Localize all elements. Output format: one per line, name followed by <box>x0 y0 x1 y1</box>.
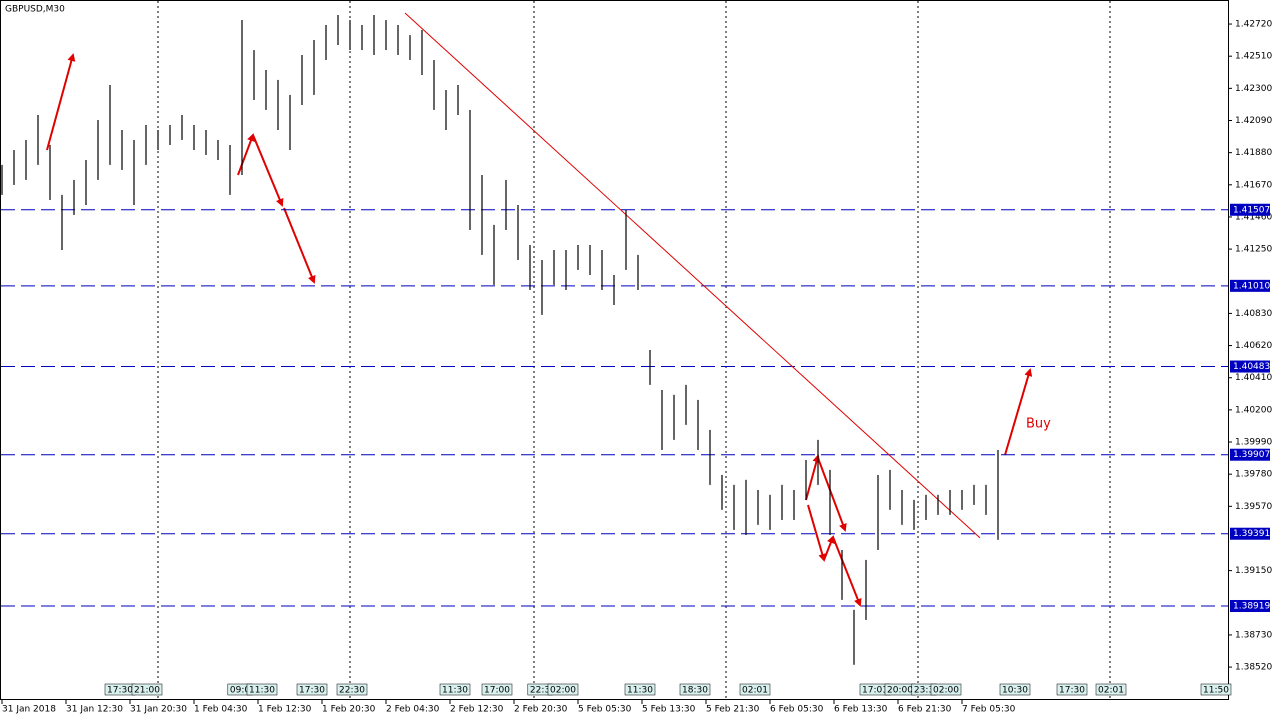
x-tick-label: 2 Feb 20:30 <box>514 705 568 715</box>
y-tick-label: 1.41460 <box>1235 212 1272 222</box>
arrow <box>805 454 821 501</box>
time-marker-box <box>336 683 368 696</box>
y-tick-label: 1.42510 <box>1235 52 1272 62</box>
x-tick-label: 31 Jan 2018 <box>2 705 56 715</box>
time-marker-label: 20:00 <box>887 686 913 696</box>
y-tick-label: 1.40200 <box>1235 405 1272 415</box>
x-tick-label: 7 Feb 05:30 <box>962 705 1016 715</box>
y-tick-label: 1.40620 <box>1235 341 1272 351</box>
time-marker-label: 11:30 <box>249 686 275 696</box>
arrow <box>823 535 835 561</box>
time-marker-box <box>131 683 163 696</box>
level-label-box <box>1230 448 1270 461</box>
time-marker-box <box>739 683 771 696</box>
annotation: Buy <box>1026 417 1051 432</box>
y-tick-label: 1.41880 <box>1235 148 1272 158</box>
time-marker-label: 22:30 <box>339 686 365 696</box>
time-marker-label: 02:01 <box>742 686 768 696</box>
level-label-box <box>1230 527 1270 540</box>
y-tick-label: 1.42090 <box>1235 116 1272 126</box>
time-marker-box <box>481 683 513 696</box>
x-tick-label: 5 Feb 13:30 <box>642 705 696 715</box>
y-tick-label: 1.41670 <box>1235 180 1272 190</box>
time-marker-box <box>930 683 962 696</box>
time-marker-label: 17:00 <box>484 686 510 696</box>
x-tick-label: 1 Feb 12:30 <box>258 705 312 715</box>
y-tick-label: 1.39150 <box>1235 566 1272 576</box>
plot-frame <box>0 0 1229 700</box>
time-marker-box <box>624 683 656 696</box>
arrow <box>817 457 847 532</box>
y-tick-label: 1.42300 <box>1235 84 1272 94</box>
x-tick-label: 5 Feb 05:30 <box>578 705 632 715</box>
day-separators <box>157 1 1111 699</box>
time-marker-box <box>1056 683 1088 696</box>
time-marker-label: 09:0 <box>230 686 250 696</box>
x-tick-label: 6 Feb 21:30 <box>898 705 952 715</box>
arrow <box>283 207 316 284</box>
level-label: 1.38919 <box>1233 601 1270 611</box>
level-label-box <box>1230 203 1270 216</box>
y-tick-label: 1.39570 <box>1235 502 1272 512</box>
x-tick-label: 1 Feb 20:30 <box>322 705 376 715</box>
y-tick-label: 1.39990 <box>1235 438 1272 448</box>
arrow <box>46 53 76 151</box>
x-tick-label: 2 Feb 12:30 <box>450 705 504 715</box>
chart-title: GBPUSD,M30 <box>5 5 65 15</box>
time-marker-box <box>1200 683 1232 696</box>
level-label-box <box>1230 279 1270 292</box>
level-label: 1.39907 <box>1233 450 1270 460</box>
time-marker-label: 17:01 <box>862 686 888 696</box>
time-marker-label: 11:30 <box>627 686 653 696</box>
y-tick-label: 1.41250 <box>1235 245 1272 255</box>
time-marker-box <box>246 683 278 696</box>
x-tick-label: 2 Feb 04:30 <box>386 705 440 715</box>
arrow <box>252 134 284 207</box>
time-marker-label: 10:30 <box>1002 686 1028 696</box>
x-tick-label: 31 Jan 20:30 <box>130 705 187 715</box>
x-tick-label: 6 Feb 13:30 <box>834 705 888 715</box>
time-marker-box <box>999 683 1031 696</box>
y-tick-label: 1.38520 <box>1235 663 1272 673</box>
arrow <box>807 504 827 562</box>
arrows <box>46 53 1033 607</box>
y-tick-label: 1.40410 <box>1235 373 1272 383</box>
time-marker-box <box>439 683 471 696</box>
x-tick-label: 5 Feb 21:30 <box>706 705 760 715</box>
x-tick-label: 6 Feb 05:30 <box>770 705 824 715</box>
trendline <box>404 12 981 539</box>
y-tick-label: 1.42720 <box>1235 20 1272 30</box>
time-marker-box <box>296 683 328 696</box>
time-marker-label: 18:30 <box>682 686 708 696</box>
time-marker-label: 17:30 <box>107 686 133 696</box>
time-marker-label: 11:30 <box>442 686 468 696</box>
time-marker-label: 02:00 <box>933 686 959 696</box>
y-tick-label: 1.40830 <box>1235 309 1272 319</box>
y-tick-label: 1.39780 <box>1235 470 1272 480</box>
level-label: 1.41507 <box>1233 205 1270 215</box>
level-label: 1.39391 <box>1233 529 1270 539</box>
time-marker-box <box>1095 683 1127 696</box>
time-marker-label: 21:00 <box>134 686 160 696</box>
y-tick-label: 1.38730 <box>1235 630 1272 640</box>
x-tick-label: 1 Feb 04:30 <box>194 705 248 715</box>
arrow <box>237 133 255 176</box>
level-label-box <box>1230 360 1270 373</box>
level-label: 1.41010 <box>1233 281 1270 291</box>
time-marker-label: 22:3 <box>530 686 550 696</box>
level-label-box <box>1230 599 1270 612</box>
time-marker-label: 11:50 <box>1203 686 1229 696</box>
arrow <box>832 536 862 607</box>
time-marker-label: 02:00 <box>550 686 576 696</box>
x-tick-label: 31 Jan 12:30 <box>66 705 123 715</box>
time-marker-label: 02:01 <box>1098 686 1124 696</box>
time-marker-label: 23:3 <box>914 686 934 696</box>
arrow <box>1004 368 1033 456</box>
time-marker-box <box>547 683 579 696</box>
level-label: 1.40483 <box>1233 362 1270 372</box>
time-marker-box <box>679 683 711 696</box>
time-marker-label: 17:30 <box>299 686 325 696</box>
time-marker-label: 17:30 <box>1059 686 1085 696</box>
